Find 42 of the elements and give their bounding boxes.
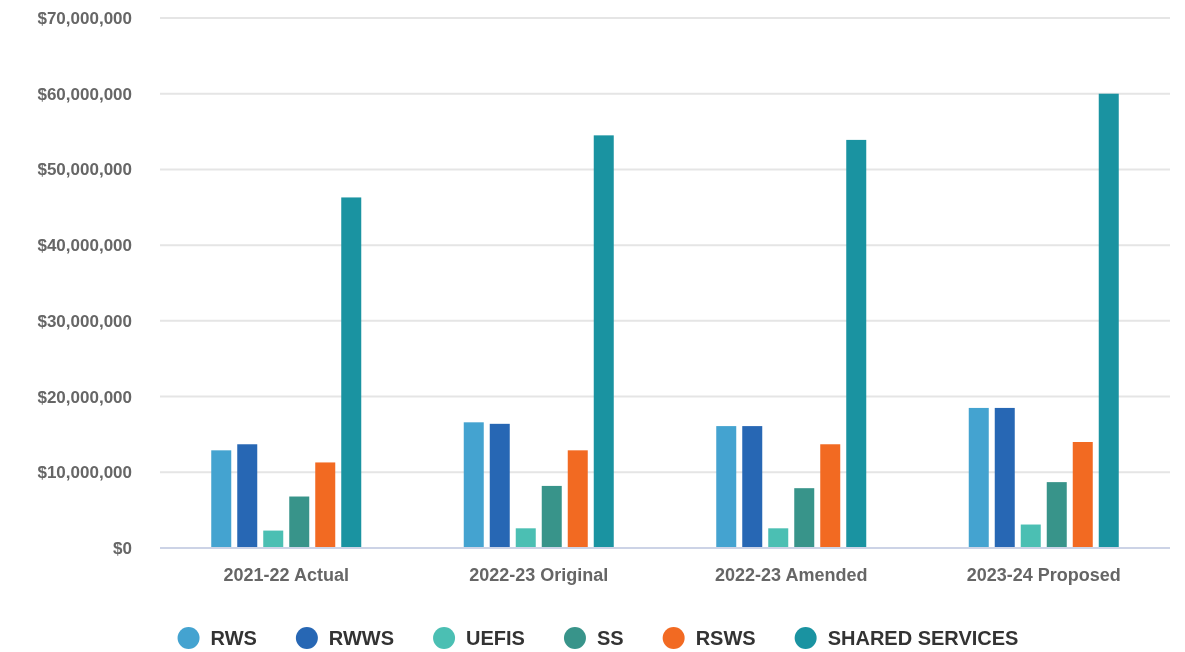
bar [463,422,484,548]
bar [289,496,310,548]
bar [489,423,510,548]
y-tick-label: $20,000,000 [37,387,132,407]
bar [515,528,536,548]
bar [820,444,841,548]
y-tick-label: $10,000,000 [37,463,132,483]
x-tick-label: 2022-23 Original [469,564,609,585]
legend-label: UEFIS [466,627,525,649]
bar [968,407,989,548]
bar [994,407,1015,548]
bar [237,444,258,548]
bar [341,197,362,548]
x-tick-label: 2021-22 Actual [223,564,349,585]
bar [846,139,867,548]
y-tick-label: $50,000,000 [37,160,132,180]
bar [716,426,737,548]
bar [1098,93,1119,548]
bar [567,450,588,548]
y-tick-label: $70,000,000 [37,8,132,28]
bar [263,530,284,548]
bar [794,488,815,548]
bar [768,528,789,548]
legend-label: RSWS [695,627,756,649]
bar [1046,482,1067,548]
bar [1072,442,1093,548]
bar [593,135,614,548]
legend-label: RWS [210,627,257,649]
y-tick-label: $60,000,000 [37,84,132,104]
legend-label: SS [596,627,624,649]
bar [742,426,763,548]
bar [1020,524,1041,548]
x-tick-label: 2022-23 Amended [715,564,868,585]
y-tick-label: $30,000,000 [37,311,132,331]
x-tick-label: 2023-24 Proposed [966,564,1121,585]
legend-label: SHARED SERVICES [827,627,1019,649]
legend-label: RWWS [328,627,395,649]
bar [541,485,562,548]
bar [211,450,232,548]
y-tick-label: $0 [113,538,132,558]
bar [315,462,336,548]
y-tick-label: $40,000,000 [37,236,132,256]
